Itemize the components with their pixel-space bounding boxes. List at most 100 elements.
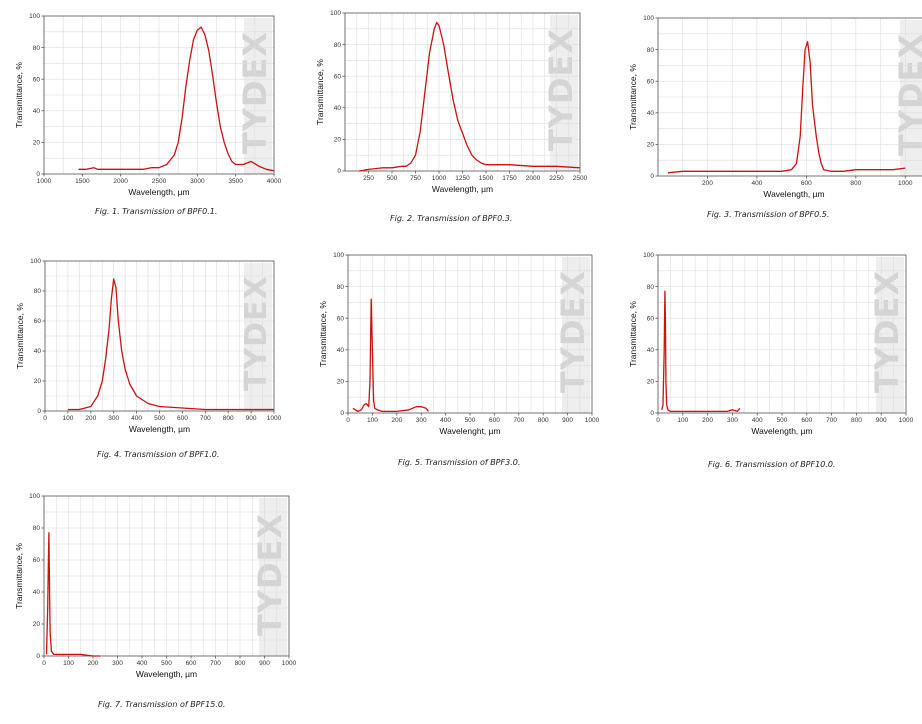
x-tick-label: 400 [751,180,762,187]
x-tick-label: 1000 [267,415,282,422]
chart-panel-1: TYDEX 1000 1500 2000 2500 3000 3500 4000 0 20 40 60… [0,8,290,198]
y-tick-label: 0 [36,653,40,660]
watermark-band [259,498,287,656]
y-axis-label: Transmittance, % [628,64,638,130]
x-tick-label: 900 [876,417,887,424]
x-tick-label: 3000 [190,178,205,185]
x-tick-label: 250 [363,175,374,182]
y-tick-label: 60 [647,315,655,322]
chart-svg-5: TYDEX 0 100 200 300 400 500 600 700 800 900 1000 0 20… [318,252,600,436]
x-tick-label: 1500 [479,175,494,182]
x-tick-label: 100 [63,660,74,667]
transmission-curve [358,21,581,172]
figure-caption-6: Fig. 6. Transmission of BPF10.0. [708,460,836,469]
y-tick-label: 60 [34,318,42,325]
y-tick-label: 40 [334,105,342,112]
x-tick-label: 600 [489,417,500,424]
x-tick-label: 0 [42,660,46,667]
y-axis-label: Transmittance, % [14,62,24,128]
y-tick-label: 80 [33,525,41,532]
x-tick-label: 0 [43,415,47,422]
chart-svg-4: TYDEX 0 100 200 300 400 500 600 700 800 900 1000 0 20… [15,258,282,434]
x-tick-label: 500 [465,417,476,424]
x-tick-label: 900 [259,660,270,667]
y-tick-label: 20 [34,378,42,385]
y-tick-label: 40 [34,348,42,355]
x-tick-label: 3500 [228,178,243,185]
y-tick-label: 80 [334,42,342,49]
x-tick-label: 900 [562,417,573,424]
y-tick-label: 0 [337,168,341,175]
watermark-text: TYDEX [239,275,274,391]
y-tick-label: 40 [33,108,41,115]
y-tick-label: 100 [643,15,654,22]
x-tick-label: 300 [416,417,427,424]
y-tick-label: 80 [337,284,345,291]
transmission-curve [78,26,275,172]
transmission-curve [352,298,430,413]
x-tick-label: 1000 [432,175,447,182]
y-tick-label: 40 [33,589,41,596]
x-tick-label: 4000 [267,178,282,185]
y-tick-label: 20 [647,142,655,149]
watermark-band [244,18,272,174]
x-tick-label: 900 [246,415,257,422]
chart-panel-2: TYDEX 250 500 750 1000 1250 1500 1750 2000 2250 25… [300,5,595,200]
x-axis-label: Wavelength, µm [136,669,197,679]
x-tick-label: 800 [223,415,234,422]
x-tick-label: 200 [702,417,713,424]
watermark-text: TYDEX [542,28,580,151]
y-tick-label: 20 [647,379,655,386]
chart-svg-3: TYDEX 200 400 600 800 1000 0 20 40 60 80 100 Wavelen… [628,15,922,199]
x-tick-label: 600 [801,180,812,187]
watermark-text: TYDEX [554,270,592,393]
x-tick-label: 400 [752,417,763,424]
x-tick-label: 1000 [37,178,52,185]
transmission-curve [45,532,101,657]
transmission-curve [667,41,906,174]
x-tick-label: 800 [850,180,861,187]
chart-panel-5: TYDEX 0 100 200 300 400 500 600 700 800 900 1000 0 20… [305,245,605,445]
figure-caption-5: Fig. 5. Transmission of BPF3.0. [398,458,521,467]
x-tick-label: 600 [186,660,197,667]
x-axis-label: Wavelength, µm [751,426,812,436]
x-tick-label: 2000 [526,175,541,182]
x-tick-label: 700 [513,417,524,424]
x-tick-label: 500 [154,415,165,422]
y-tick-label: 80 [647,47,655,54]
watermark-band [550,15,578,171]
watermark-band [244,263,272,411]
chart-svg-7: TYDEX 0 100 200 300 400 500 600 700 800 900 1000 0 20… [14,493,297,679]
x-axis-label: Wavelength, µm [432,184,493,194]
x-tick-label: 2000 [113,178,128,185]
x-axis-label: Wavelength, µm [128,187,189,197]
watermark-text: TYDEX [868,270,906,393]
y-tick-label: 80 [34,288,42,295]
y-tick-label: 0 [340,410,344,417]
x-tick-label: 400 [131,415,142,422]
x-tick-label: 200 [88,660,99,667]
x-tick-label: 1250 [455,175,470,182]
y-tick-label: 20 [334,137,342,144]
y-axis-label: Transmittance, % [315,59,325,125]
y-tick-label: 60 [33,76,41,83]
chart-panel-3: TYDEX 200 400 600 800 1000 0 20 40 60 80 100 Wavelen… [615,10,922,205]
x-tick-label: 500 [387,175,398,182]
y-tick-label: 100 [29,13,40,20]
x-axis-label: Wavelength, µm [763,189,824,199]
x-tick-label: 400 [137,660,148,667]
x-tick-label: 500 [777,417,788,424]
y-tick-label: 100 [330,10,341,17]
y-axis-label: Transmittance, % [15,303,25,369]
y-axis-label: Transmittance, % [318,301,328,367]
x-tick-label: 2500 [573,175,588,182]
figure-caption-1: Fig. 1. Transmission of BPF0.1. [95,207,218,216]
figure-caption-3: Fig. 3. Transmission of BPF0.5. [707,210,830,219]
y-tick-label: 40 [647,110,655,117]
x-tick-label: 0 [656,417,660,424]
y-tick-label: 40 [337,347,345,354]
x-tick-label: 1000 [282,660,297,667]
y-tick-label: 0 [36,171,40,178]
x-axis-label: Wavelength, µm [129,424,190,434]
y-tick-label: 20 [33,140,41,147]
